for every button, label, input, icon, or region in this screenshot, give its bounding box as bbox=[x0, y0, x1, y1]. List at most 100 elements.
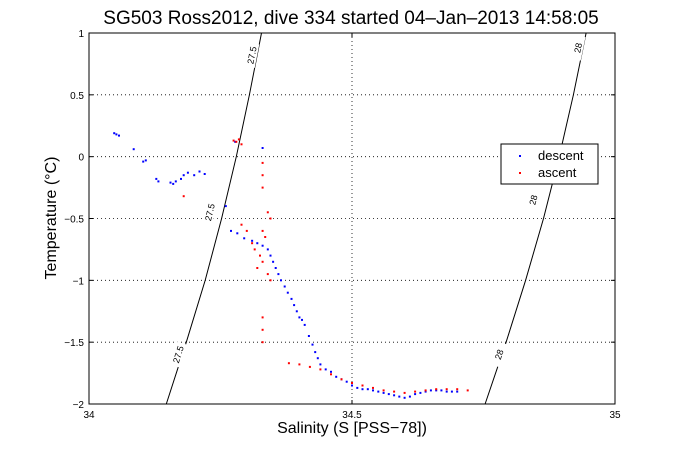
data-point bbox=[324, 368, 327, 371]
data-point bbox=[307, 335, 310, 337]
data-point bbox=[172, 182, 175, 185]
data-point bbox=[393, 390, 396, 393]
contour-label-bg bbox=[169, 341, 187, 368]
data-point bbox=[261, 186, 264, 189]
data-point bbox=[261, 244, 264, 247]
data-point bbox=[269, 217, 272, 220]
data-point bbox=[155, 177, 158, 180]
data-point bbox=[311, 343, 314, 346]
y-tick-label: −1 bbox=[73, 276, 85, 287]
y-tick-label: −1.5 bbox=[64, 338, 84, 349]
data-point bbox=[382, 391, 385, 394]
data-point bbox=[237, 138, 240, 141]
data-point bbox=[203, 173, 206, 175]
data-point bbox=[356, 386, 359, 389]
data-point bbox=[316, 357, 319, 360]
data-point bbox=[403, 391, 406, 394]
contour-label: 27.5 bbox=[203, 203, 217, 222]
data-point bbox=[261, 174, 264, 177]
x-axis-label: Salinity (S [PSS−78]) bbox=[277, 420, 427, 437]
x-tick-label: 34 bbox=[83, 410, 95, 421]
x-tick-label: 35 bbox=[609, 410, 621, 421]
contour-label: 28 bbox=[493, 348, 506, 361]
data-point bbox=[314, 351, 317, 354]
data-point bbox=[301, 318, 303, 321]
contour-label: 27.5 bbox=[245, 46, 258, 65]
data-point bbox=[319, 363, 322, 366]
data-point bbox=[277, 273, 280, 276]
data-point bbox=[445, 388, 448, 391]
data-point bbox=[236, 232, 239, 235]
data-point bbox=[286, 291, 289, 294]
data-point bbox=[330, 373, 332, 376]
data-point bbox=[261, 316, 264, 319]
data-point bbox=[274, 267, 277, 269]
data-point bbox=[261, 260, 264, 263]
data-point bbox=[403, 396, 406, 399]
data-point bbox=[253, 248, 256, 251]
contour-label-bg bbox=[202, 199, 218, 226]
data-point bbox=[424, 390, 427, 393]
y-tick-label: −0.5 bbox=[64, 215, 84, 226]
y-tick-label: 0 bbox=[78, 153, 84, 164]
data-point bbox=[256, 242, 259, 245]
contour-label-bg bbox=[490, 341, 508, 368]
data-point bbox=[266, 211, 269, 214]
data-point bbox=[182, 195, 185, 198]
isopycnal-line bbox=[165, 32, 262, 405]
data-point bbox=[240, 143, 243, 146]
data-point bbox=[377, 390, 380, 393]
legend-marker-descent bbox=[519, 155, 521, 157]
legend-marker-ascent bbox=[519, 172, 521, 174]
data-point bbox=[232, 139, 235, 142]
data-point bbox=[295, 310, 298, 313]
data-point bbox=[193, 174, 196, 177]
data-point bbox=[174, 180, 177, 183]
data-point bbox=[182, 174, 185, 177]
data-point bbox=[280, 279, 282, 282]
data-point bbox=[456, 390, 459, 393]
legend-label-ascent: ascent bbox=[538, 165, 577, 180]
data-point bbox=[243, 237, 246, 240]
data-point bbox=[264, 236, 267, 238]
data-point bbox=[429, 389, 432, 392]
data-point bbox=[251, 239, 254, 242]
data-point bbox=[283, 285, 286, 288]
data-point bbox=[303, 323, 306, 326]
contour-label: 28 bbox=[527, 194, 539, 206]
data-point bbox=[118, 134, 120, 137]
data-point bbox=[435, 388, 438, 391]
chart-title: SG503 Ross2012, dive 334 started 04–Jan–… bbox=[103, 8, 598, 29]
data-point bbox=[245, 229, 248, 232]
data-point bbox=[435, 389, 438, 392]
contour-label: 28 bbox=[572, 42, 584, 54]
contour-label-bg bbox=[244, 42, 260, 68]
data-point bbox=[269, 254, 272, 257]
data-point bbox=[230, 229, 232, 232]
data-point bbox=[142, 160, 145, 163]
data-point bbox=[224, 205, 227, 208]
data-point bbox=[157, 180, 160, 183]
data-point bbox=[424, 389, 427, 392]
data-point bbox=[269, 279, 272, 282]
data-point bbox=[361, 384, 364, 387]
y-axis-label: Temperature (°C) bbox=[43, 157, 60, 280]
data-point bbox=[372, 386, 374, 389]
legend: descent ascent bbox=[500, 143, 599, 185]
data-point bbox=[351, 382, 353, 384]
data-point bbox=[335, 375, 338, 378]
data-point bbox=[361, 388, 364, 391]
data-point bbox=[266, 248, 269, 251]
data-point bbox=[298, 363, 301, 366]
data-point bbox=[414, 390, 417, 393]
data-point bbox=[393, 394, 396, 397]
data-point bbox=[450, 390, 453, 393]
data-point bbox=[113, 132, 116, 135]
data-point bbox=[445, 390, 448, 393]
y-tick-label: 1 bbox=[78, 29, 84, 40]
data-point bbox=[398, 395, 401, 398]
data-point bbox=[261, 147, 264, 149]
data-point bbox=[261, 161, 264, 164]
